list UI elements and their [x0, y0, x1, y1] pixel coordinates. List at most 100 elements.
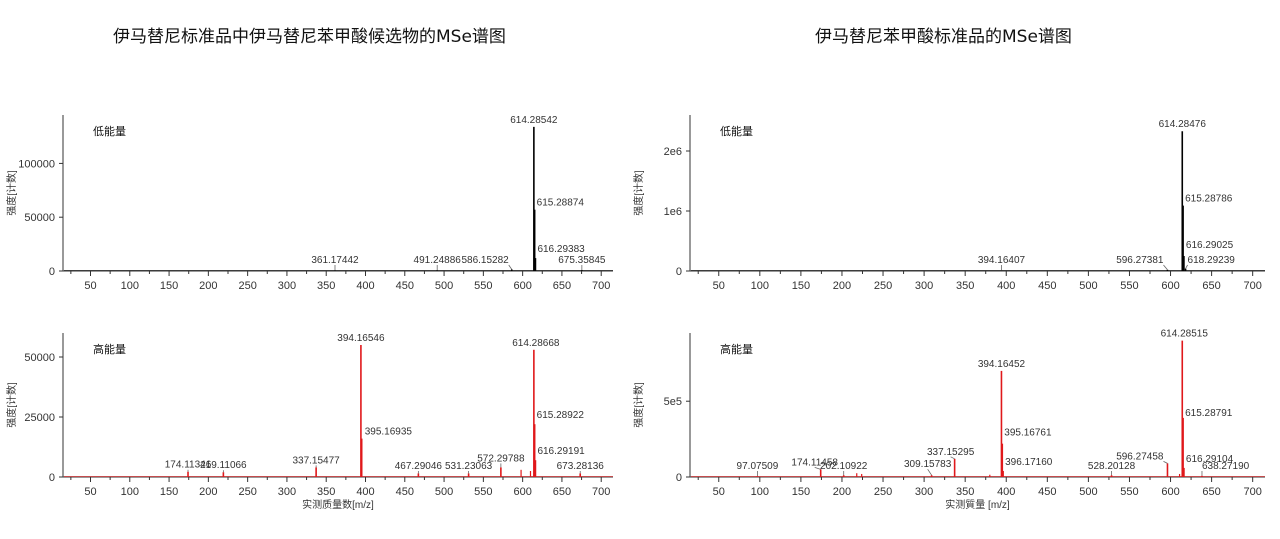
peak-label: 528.20128	[1088, 461, 1136, 472]
x-tick-label: 150	[792, 486, 810, 498]
x-tick-label: 550	[474, 486, 492, 498]
x-tick-label: 350	[317, 486, 335, 498]
peak-label: 614.28542	[510, 115, 558, 126]
peak-label: 675.35845	[558, 255, 606, 266]
x-tick-label: 600	[513, 280, 531, 292]
peak-label: 394.16452	[978, 359, 1026, 370]
x-tick-label: 50	[713, 280, 725, 292]
x-tick-label: 200	[199, 486, 217, 498]
peak-label: 614.28476	[1159, 119, 1207, 130]
peak-label: 638.27190	[1202, 461, 1250, 472]
x-tick-label: 650	[1202, 280, 1220, 292]
x-tick-label: 200	[833, 486, 851, 498]
x-tick-label: 400	[356, 486, 374, 498]
peak-label: 596.27381	[1116, 255, 1164, 266]
y-tick-label: 25000	[24, 412, 55, 424]
peak-leader	[508, 264, 513, 270]
x-tick-label: 50	[84, 280, 96, 292]
x-tick-label: 250	[238, 280, 256, 292]
x-tick-label: 250	[238, 486, 256, 498]
peak-label: 202.10922	[820, 461, 868, 472]
x-tick-label: 650	[1202, 486, 1220, 498]
x-tick-label: 700	[592, 280, 610, 292]
peak-label: 616.29104	[1186, 454, 1234, 465]
peak-label: 219.11066	[200, 460, 247, 471]
x-tick-label: 250	[874, 486, 892, 498]
x-tick-label: 100	[751, 486, 769, 498]
x-tick-label: 600	[1161, 280, 1179, 292]
peak-label: 615.28922	[537, 410, 585, 421]
y-tick-label: 100000	[18, 158, 55, 170]
x-tick-label: 400	[356, 280, 374, 292]
x-tick-label: 700	[592, 486, 610, 498]
panel-label: 低能量	[93, 124, 126, 138]
peak-label: 467.29046	[395, 461, 443, 472]
x-tick-label: 450	[1038, 486, 1056, 498]
x-tick-label: 50	[84, 486, 96, 498]
peak-label: 395.16935	[365, 427, 413, 438]
peak-label: 531.23063	[445, 461, 493, 472]
x-tick-label: 100	[121, 280, 139, 292]
x-tick-label: 100	[751, 280, 769, 292]
x-tick-label: 500	[1079, 486, 1097, 498]
x-tick-label: 300	[278, 486, 296, 498]
peak-label: 491.24886	[414, 255, 462, 266]
peak-label: 618.29239	[1188, 255, 1236, 266]
x-tick-label: 550	[474, 280, 492, 292]
peak-label: 616.29383	[537, 244, 585, 255]
panel-label: 低能量	[720, 124, 753, 138]
x-axis-label: 实测质量数[m/z]	[302, 498, 374, 511]
x-tick-label: 100	[121, 486, 139, 498]
y-tick-label: 0	[49, 472, 55, 484]
x-tick-label: 150	[792, 280, 810, 292]
peak-label: 337.15477	[292, 455, 340, 466]
peak-label: 615.28791	[1185, 408, 1233, 419]
x-tick-label: 450	[396, 486, 414, 498]
x-tick-label: 600	[1161, 486, 1179, 498]
x-tick-label: 350	[956, 486, 974, 498]
panel-label: 高能量	[93, 342, 126, 356]
peak-label: 615.28874	[537, 198, 585, 209]
peak-label: 361.17442	[311, 255, 359, 266]
y-axis-label: 强度[计数]	[5, 382, 18, 428]
x-tick-label: 450	[396, 280, 414, 292]
panel-label: 高能量	[720, 342, 753, 356]
y-tick-label: 50000	[24, 352, 55, 364]
x-tick-label: 250	[874, 280, 892, 292]
y-axis-label: 强度[计数]	[632, 170, 645, 216]
x-tick-label: 200	[199, 280, 217, 292]
y-axis-label: 强度[计数]	[5, 170, 18, 216]
peak-leader	[814, 467, 821, 470]
x-tick-label: 150	[160, 280, 178, 292]
y-tick-label: 0	[49, 266, 55, 278]
x-tick-label: 350	[317, 280, 335, 292]
x-tick-label: 650	[553, 280, 571, 292]
peak-label: 615.28786	[1185, 194, 1233, 205]
y-tick-label: 0	[676, 472, 682, 484]
x-tick-label: 300	[915, 280, 933, 292]
x-tick-label: 550	[1120, 486, 1138, 498]
x-tick-label: 650	[553, 486, 571, 498]
x-tick-label: 400	[997, 486, 1015, 498]
peak-label: 614.28668	[512, 338, 560, 349]
peak-label: 174.11458	[791, 457, 838, 468]
x-tick-label: 300	[278, 280, 296, 292]
peak-leader	[1185, 264, 1188, 269]
peak-leader	[927, 468, 932, 476]
peak-label: 394.16407	[978, 255, 1026, 266]
x-tick-label: 700	[1243, 280, 1261, 292]
left-figure-title: 伊马替尼标准品中伊马替尼苯甲酸候选物的MSe谱图	[113, 27, 506, 47]
peak-label: 394.16546	[337, 333, 385, 344]
peak-label: 616.29025	[1186, 240, 1234, 251]
y-tick-label: 50000	[24, 212, 55, 224]
peak-label: 596.27458	[1116, 451, 1164, 462]
x-tick-label: 700	[1243, 486, 1261, 498]
right-figure-title: 伊马替尼苯甲酸标准品的MSe谱图	[815, 27, 1072, 47]
peak-leader	[1163, 461, 1168, 464]
x-tick-label: 400	[997, 280, 1015, 292]
peak-label: 395.16761	[1004, 428, 1052, 439]
peak-label: 673.28136	[557, 461, 605, 472]
peak-leader	[1163, 264, 1168, 271]
x-tick-label: 450	[1038, 280, 1056, 292]
